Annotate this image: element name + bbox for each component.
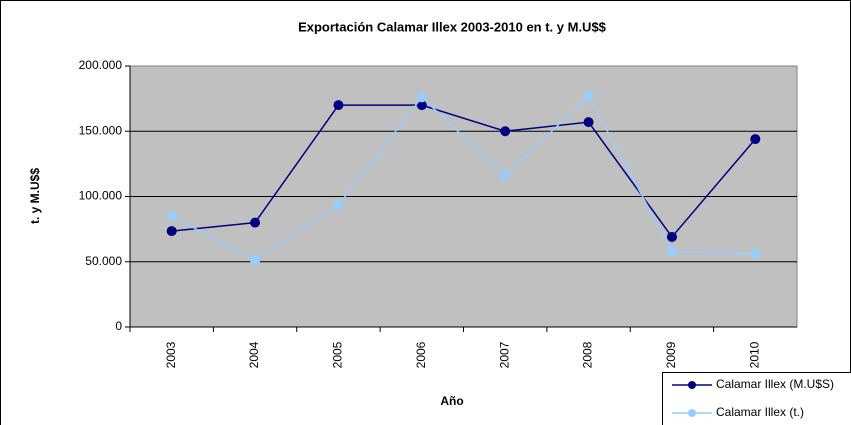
data-point [333, 100, 344, 111]
data-point [583, 91, 594, 102]
data-point [250, 255, 261, 266]
x-tick-label: 2005 [331, 341, 345, 368]
series-line [171, 94, 756, 262]
legend-swatch-marker [688, 409, 696, 417]
data-point [500, 170, 511, 181]
y-tick-label: 0 [115, 319, 122, 333]
x-tick-label: 2009 [664, 341, 678, 368]
data-point [666, 246, 677, 257]
y-axis-title: t. y M.U$$ [28, 168, 42, 224]
x-tick-label: 2003 [164, 341, 178, 368]
data-point [166, 211, 177, 222]
data-point [416, 92, 427, 103]
chart-title: Exportación Calamar Illex 2003-2010 en t… [298, 19, 607, 34]
legend: Calamar Illex (M.U$S) Calamar Illex (t.) [662, 372, 851, 425]
data-point [750, 134, 761, 145]
data-point [666, 231, 677, 242]
x-tick-label: 2007 [497, 341, 511, 368]
y-tick-label: 50.000 [85, 254, 122, 268]
legend-label: Calamar Illex (t.) [716, 405, 804, 419]
x-tick-label: 2010 [747, 341, 761, 368]
legend-swatch-marker [688, 381, 696, 389]
series-line [171, 104, 756, 239]
data-point [166, 226, 177, 237]
x-tick-label: 2006 [414, 341, 428, 368]
y-tick-label: 150.000 [79, 123, 123, 137]
y-tick-label: 100.000 [79, 189, 123, 203]
x-tick-label: 2008 [581, 341, 595, 368]
data-point [333, 199, 344, 210]
data-point [416, 100, 427, 111]
y-tick-label: 200.000 [79, 58, 123, 72]
legend-label: Calamar Illex (M.U$S) [716, 377, 834, 391]
data-point [250, 217, 261, 228]
x-axis-title: Año [440, 394, 463, 408]
data-point [750, 248, 761, 259]
data-point [500, 126, 511, 137]
x-tick-label: 2004 [247, 341, 261, 368]
data-point [583, 117, 594, 128]
